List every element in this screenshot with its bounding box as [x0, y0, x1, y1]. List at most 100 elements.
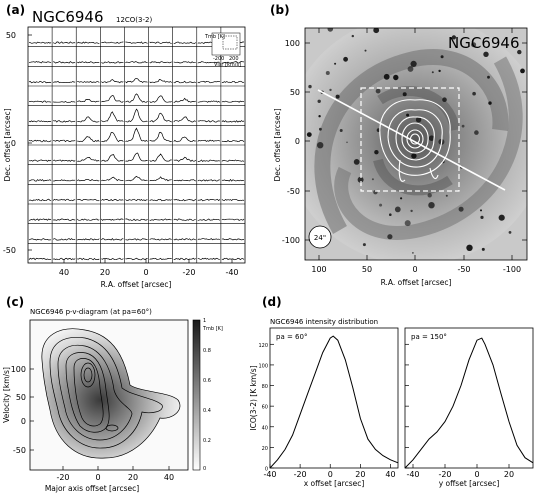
panel-b-label: (b) — [270, 3, 290, 17]
galaxy-image: 24" NGC6946 — [305, 28, 527, 260]
star — [431, 71, 434, 74]
c-ytick-3: 0 — [21, 417, 26, 426]
spectrum-trace — [221, 198, 245, 201]
star — [488, 101, 492, 105]
star — [428, 202, 435, 209]
panel-d-right-frame — [404, 327, 534, 469]
star — [415, 117, 422, 123]
star — [440, 55, 444, 59]
cbar-label: Tmb [K] — [202, 326, 223, 332]
star — [508, 231, 512, 234]
star — [383, 73, 390, 80]
star — [325, 71, 330, 75]
spectrum-trace — [77, 178, 100, 182]
star — [520, 68, 525, 74]
spectrum-trace — [101, 154, 124, 162]
spectrum-trace — [173, 61, 196, 64]
spectrum-trace — [197, 179, 220, 182]
a-xtick-1: 40 — [59, 268, 69, 277]
spectrum-trace — [221, 159, 245, 162]
star — [389, 213, 392, 216]
spectrum-trace — [173, 257, 196, 261]
spectrum-trace — [221, 61, 245, 64]
b-ytick-4: -50 — [287, 187, 300, 196]
star — [451, 35, 456, 40]
spectrum-trace — [125, 218, 148, 221]
spectrum-trace — [125, 41, 148, 44]
spectrum-trace — [173, 179, 196, 182]
spectrum-trace — [28, 198, 52, 202]
inset-xlabel: Vlsr [km/s] — [214, 62, 241, 68]
star — [357, 176, 364, 183]
b-ytick-1: 100 — [285, 39, 300, 48]
spectrum-trace — [125, 61, 148, 64]
spectrum-trace — [197, 198, 221, 202]
d-xtick: 40 — [385, 470, 395, 479]
spectrum-trace — [149, 41, 172, 44]
spectrum-trace — [173, 156, 197, 162]
c-ytick-1: 100 — [11, 365, 26, 374]
star — [483, 51, 489, 57]
cbar-tick-4: 0.4 — [203, 408, 211, 414]
spectrum-trace — [221, 139, 245, 143]
panel-d-title: NGC6946 intensity distribution — [270, 318, 378, 326]
spectrum-trace — [149, 131, 172, 143]
spectrum-trace — [28, 100, 52, 103]
c-ytick-4: -50 — [13, 446, 26, 455]
b-ytick-5: -100 — [282, 236, 300, 245]
spectrum-trace — [125, 257, 148, 261]
star — [351, 34, 354, 38]
spectrum-trace — [53, 179, 76, 182]
b-xlabel: R.A. offset [arcsec] — [381, 278, 452, 287]
star — [410, 209, 413, 213]
star — [517, 49, 522, 55]
c-xlabel: Major axis offset [arcsec] — [45, 484, 139, 493]
star — [317, 99, 321, 104]
spectrum-trace — [101, 176, 124, 182]
spectrum-trace — [77, 157, 100, 162]
star — [362, 243, 366, 247]
b-xtick-5: -100 — [503, 265, 521, 274]
star — [458, 206, 464, 212]
star — [412, 252, 414, 254]
star — [438, 69, 441, 73]
spectrum-trace — [149, 238, 172, 241]
star — [346, 141, 348, 144]
spectrum-trace — [28, 179, 52, 182]
spectrum-trace — [28, 218, 52, 222]
star — [442, 97, 447, 102]
spectra-grid — [28, 27, 245, 263]
a-xlabel: R.A. offset [arcsec] — [101, 280, 172, 289]
star — [407, 66, 414, 72]
spectrum-trace — [28, 61, 52, 64]
spectrum-trace — [197, 238, 221, 241]
a-xtick-2: 20 — [100, 268, 110, 277]
panel-b-ticks — [305, 28, 527, 260]
panel-a: (a) NGC6946 12CO(3-2) Tmb [K] -200 200 V… — [3, 3, 246, 289]
d-ytick: 80 — [262, 384, 268, 390]
d-left-pa: pa = 60° — [276, 333, 307, 341]
spectrum-trace — [125, 108, 148, 123]
spectrum-trace — [125, 127, 148, 142]
spectrum-trace — [221, 257, 245, 261]
star — [343, 56, 348, 62]
star — [364, 49, 367, 52]
c-ylabel: Velocity [km/s] — [2, 367, 11, 423]
panel-a-label: (a) — [6, 3, 25, 17]
d-ytick: 60 — [262, 405, 268, 411]
spectrum-trace — [77, 116, 100, 123]
spectrum-trace — [173, 116, 196, 123]
star — [375, 88, 381, 94]
d-ylabel: ICO(3-2) [K km/s] — [249, 365, 258, 430]
a-xtick-3: 0 — [143, 268, 148, 277]
spectrum-trace — [52, 238, 76, 241]
spectrum-trace — [28, 238, 52, 241]
spectrum-trace — [101, 198, 124, 202]
spectrum-inset: Tmb [K] -200 200 Vlsr [km/s] — [204, 32, 241, 68]
star — [445, 194, 448, 197]
d-right-plot — [404, 337, 534, 469]
spectrum-trace — [76, 41, 100, 44]
star — [400, 197, 403, 200]
spectrum-trace — [149, 78, 172, 84]
spectrum-trace — [125, 238, 148, 241]
